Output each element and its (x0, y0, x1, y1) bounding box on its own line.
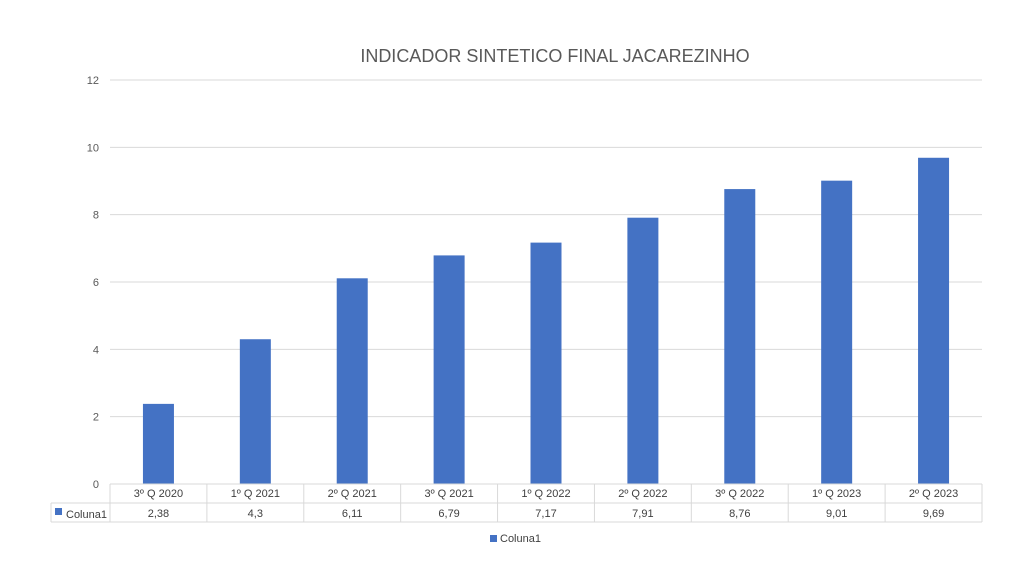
table-series-label: Coluna1 (66, 509, 107, 521)
bar (821, 180, 853, 484)
bar (530, 242, 562, 484)
legend: Coluna1 (490, 533, 541, 545)
y-tick-label: 12 (87, 75, 99, 87)
x-tick-label: 1º Q 2021 (231, 488, 280, 500)
y-tick-label: 10 (87, 142, 99, 154)
x-tick-label: 3º Q 2020 (134, 488, 183, 500)
data-label: 9,01 (826, 508, 847, 520)
bars (142, 157, 950, 485)
data-table: Coluna1 3º Q 2020 2,38 1º Q 2021 4,3 2º Q 20… (50, 483, 983, 523)
bar (142, 403, 174, 484)
legend-key (490, 535, 497, 542)
x-tick-label: 2º Q 2023 (909, 488, 958, 500)
data-label: 7,91 (632, 508, 653, 520)
bar (724, 189, 756, 484)
table-series-key (55, 508, 62, 515)
x-tick-label: 1º Q 2022 (521, 488, 570, 500)
chart-title: INDICADOR SINTETICO FINAL JACAREZINHO (360, 46, 749, 66)
legend-entry-label: Coluna1 (500, 533, 541, 545)
data-label: 7,17 (535, 508, 556, 520)
y-tick-label: 6 (93, 277, 99, 289)
y-tick-label: 4 (93, 344, 99, 356)
bar (239, 339, 271, 484)
bar (336, 278, 368, 484)
x-tick-label: 3º Q 2021 (424, 488, 473, 500)
data-label: 9,69 (923, 508, 944, 520)
y-tick-label: 0 (93, 479, 99, 491)
y-tick-label: 8 (93, 210, 99, 222)
x-tick-label: 2º Q 2022 (618, 488, 667, 500)
data-label: 2,38 (148, 508, 169, 520)
x-tick-label: 2º Q 2021 (328, 488, 377, 500)
data-label: 8,76 (729, 508, 750, 520)
bar (433, 255, 465, 484)
bar (918, 157, 950, 484)
data-label: 6,79 (438, 508, 459, 520)
x-tick-label: 1º Q 2023 (812, 488, 861, 500)
y-tick-label: 2 (93, 412, 99, 424)
data-label: 6,11 (342, 508, 363, 520)
x-tick-label: 3º Q 2022 (715, 488, 764, 500)
y-axis-ticks: 0 2 4 6 8 10 12 (87, 75, 99, 491)
bar (627, 217, 659, 485)
data-label: 4,3 (248, 508, 263, 520)
